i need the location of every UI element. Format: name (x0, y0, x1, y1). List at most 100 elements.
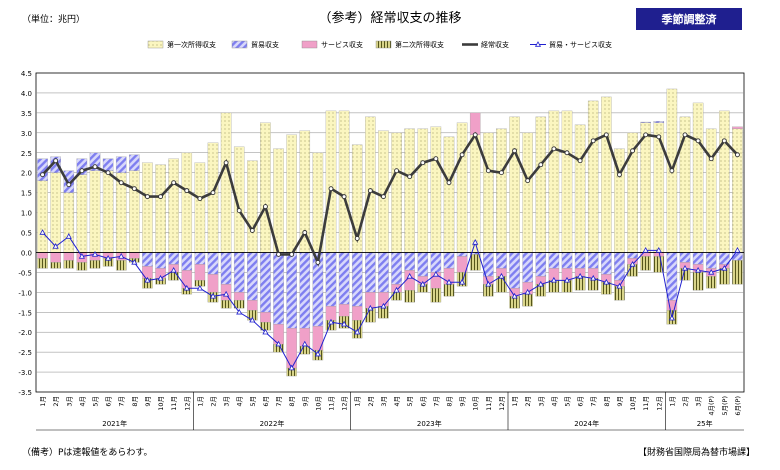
y-tick-label: 1.0 (21, 210, 32, 218)
point-current-account (603, 132, 609, 138)
x-tick-label: 10月 (629, 396, 637, 411)
y-tick-label: -2.0 (18, 329, 32, 337)
x-tick-label: 12月 (498, 396, 506, 411)
point-current-account (315, 259, 321, 265)
bar-services-balance (194, 264, 206, 281)
bar-services-balance (469, 112, 481, 135)
x-tick-label: 4月 (393, 396, 401, 407)
bar-trade-balance (365, 252, 376, 293)
bar-primary-income (509, 116, 520, 253)
bar-primary-income (220, 112, 232, 253)
y-tick-label: 2.0 (21, 170, 32, 178)
bar-secondary-income (705, 276, 717, 289)
legend-swatch (375, 40, 392, 49)
point-current-account (158, 194, 164, 200)
x-tick-label: 12月 (183, 396, 191, 411)
y-tick-label: 3.5 (21, 110, 32, 118)
point-goods-services (393, 286, 400, 293)
point-current-account (118, 180, 124, 186)
x-tick-label: 4月 (236, 396, 244, 407)
x-tick-label: 4月 (78, 396, 86, 407)
point-goods-services (695, 266, 702, 273)
legend-label: 貿易・サービス収支 (549, 40, 612, 49)
point-goods-services (590, 274, 597, 281)
bar-secondary-income (522, 294, 533, 307)
point-current-account (564, 150, 570, 156)
bar-primary-income (155, 164, 166, 253)
legend-swatch (301, 40, 318, 49)
bar-secondary-income (220, 300, 232, 309)
legend-current-account: 経常収支 (462, 40, 509, 49)
bar-services-balance (351, 306, 363, 321)
bar-primary-income (391, 132, 402, 253)
point-current-account (262, 204, 268, 210)
bar-trade-balance (351, 252, 363, 307)
bar-trade-balance (207, 252, 219, 275)
bar-trade-balance (260, 252, 271, 313)
x-tick-label: 9月 (459, 396, 467, 407)
point-goods-services (380, 302, 387, 309)
year-label: 2023年 (417, 419, 442, 428)
bar-primary-income (194, 162, 206, 253)
point-goods-services (642, 247, 649, 253)
bar-primary-income (207, 142, 219, 253)
x-tick-label: 9月 (616, 396, 624, 407)
bar-trade-balance (142, 252, 153, 267)
source-label: 【財務省国際局為替市場課】 (638, 446, 755, 458)
bar-secondary-income (115, 260, 127, 271)
y-tick-label: -3.0 (18, 369, 32, 377)
point-goods-services (144, 276, 151, 283)
y-tick-label: 4.5 (21, 70, 32, 78)
bar-trade-balance (247, 252, 258, 301)
point-goods-services (445, 278, 453, 285)
point-goods-services (105, 254, 112, 261)
x-tick-label: 3月 (223, 396, 231, 407)
x-tick-label: 1月 (511, 396, 519, 407)
bar-trade-balance (299, 252, 311, 329)
x-tick-label: 8月 (603, 396, 611, 407)
x-tick-label: 6月 (419, 396, 427, 407)
bar-secondary-income (391, 292, 402, 301)
point-current-account (144, 194, 150, 200)
x-tick-label: 6月 (577, 396, 585, 407)
point-goods-services (563, 276, 571, 283)
point-current-account (498, 170, 504, 176)
bar-primary-income (469, 134, 481, 253)
bar-secondary-income (692, 272, 704, 291)
point-current-account (380, 194, 386, 200)
bar-secondary-income (37, 258, 48, 269)
bar-primary-income (260, 122, 271, 253)
point-current-account (367, 188, 373, 194)
point-goods-services (367, 304, 374, 311)
bar-primary-income (50, 172, 61, 253)
bar-trade-balance (338, 252, 350, 305)
y-tick-label: 3.0 (21, 130, 32, 138)
x-tick-label: 10月 (314, 396, 322, 411)
x-tick-label: 2月 (210, 396, 218, 407)
point-goods-services (183, 284, 190, 291)
x-tick-label: 5月 (564, 396, 572, 407)
y-tick-label: 4.0 (21, 90, 32, 98)
x-tick-label: 11月 (170, 396, 178, 411)
point-current-account (53, 158, 59, 164)
bar-trade-balance (692, 252, 704, 265)
year-label: 2024年 (574, 419, 599, 428)
point-goods-services (406, 272, 413, 279)
point-goods-services (196, 284, 203, 291)
point-current-account (433, 156, 439, 162)
point-goods-services (157, 274, 164, 281)
point-current-account (695, 138, 701, 144)
point-goods-services (603, 278, 610, 285)
bar-secondary-income (719, 268, 730, 285)
legend-trade-balance: 貿易収支 (231, 40, 279, 49)
point-current-account (656, 134, 662, 140)
bar-primary-income (601, 96, 612, 253)
legend-marker (534, 41, 542, 47)
point-current-account (249, 228, 255, 233)
point-goods-services (550, 276, 557, 283)
bar-primary-income (705, 128, 717, 253)
bar-primary-income (430, 126, 442, 253)
point-goods-services (721, 264, 728, 271)
point-current-account (171, 180, 177, 186)
